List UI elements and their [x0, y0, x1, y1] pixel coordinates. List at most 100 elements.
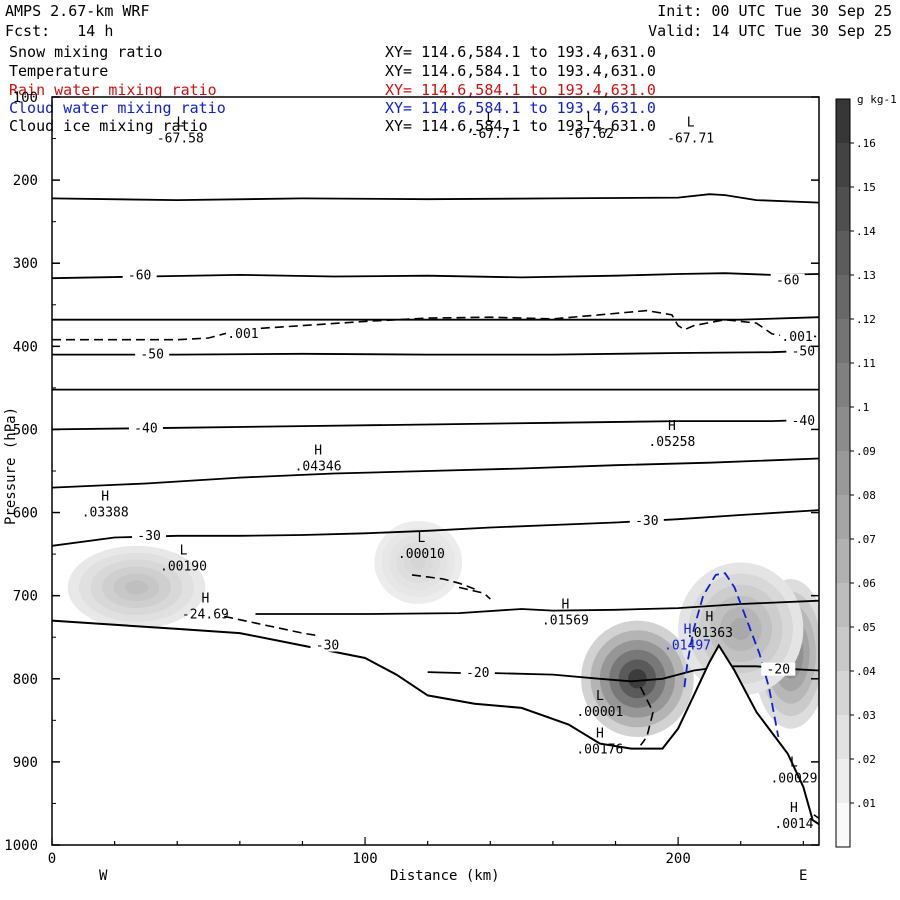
- colorbar-swatch: [836, 187, 850, 231]
- init-time: Init: 00 UTC Tue 30 Sep 25: [657, 2, 892, 20]
- temperature-contour: [52, 349, 819, 356]
- temperature-contour: [52, 457, 819, 489]
- colorbar-swatch: [836, 407, 850, 451]
- contour-label-bg: [786, 344, 821, 358]
- field-name-rain: Rain water mixing ratio: [9, 81, 217, 99]
- colorbar-swatch: [836, 627, 850, 671]
- cloud-ice-level: [628, 669, 647, 689]
- cloud-ice-shade: [67, 545, 206, 629]
- valid-time: Valid: 14 UTC Tue 30 Sep 25: [648, 22, 892, 40]
- contour-label-bg: [629, 513, 664, 527]
- colorbar-tick-label: .07: [856, 533, 876, 546]
- extremum-type: H: [684, 622, 692, 637]
- extremum-value: .01569: [542, 613, 589, 628]
- colorbar-tick-label: .15: [856, 181, 876, 194]
- x-tick-label: 200: [665, 851, 690, 867]
- snow-contour: [793, 778, 819, 820]
- colorbar-tick-label: .14: [856, 225, 876, 238]
- contour-label-bg: [128, 421, 163, 435]
- contour-label-bg: [780, 330, 815, 344]
- extremum-type: L: [596, 689, 604, 704]
- field-name-temperature: Temperature: [9, 62, 109, 80]
- colorbar-swatch: [836, 231, 850, 275]
- colorbar-swatch: [836, 451, 850, 495]
- extremum-value: .00001: [576, 705, 623, 720]
- west-label: W: [99, 868, 108, 884]
- y-tick-label: 900: [13, 755, 38, 771]
- cloud-ice-shade: [374, 520, 463, 604]
- contour-label-bg: [786, 414, 821, 428]
- y-axis-label: Pressure (hPa): [3, 406, 20, 526]
- contour-label: -40: [792, 414, 815, 429]
- temperature-contour: [52, 193, 819, 204]
- extremum-type: L: [180, 543, 188, 558]
- colorbar-swatch: [836, 803, 850, 847]
- temperature-contour: [52, 509, 819, 547]
- y-tick-label: 500: [13, 422, 38, 438]
- contour-label: -60: [128, 269, 151, 284]
- cloud-ice-level: [125, 580, 149, 595]
- contour-label-bg: [132, 528, 167, 542]
- contour-label-bg: [135, 347, 170, 361]
- contour-label-bg: [225, 326, 260, 340]
- colorbar-swatch: [836, 363, 850, 407]
- y-tick-label: 100: [13, 90, 38, 106]
- contour-label: -30: [137, 529, 160, 544]
- extremum-value: -67.71: [667, 131, 714, 146]
- field-name-cloud-ice: Cloud ice mixing ratio: [9, 117, 208, 135]
- colorbar-frame: [835, 98, 851, 848]
- extremum-value: .00190: [160, 559, 207, 574]
- extremum-type: H: [101, 489, 109, 504]
- extremum-value: -67.58: [157, 131, 204, 146]
- extremum-type: H: [790, 801, 798, 816]
- field-xy-rain: XY= 114.6,584.1 to 193.4,631.0: [385, 81, 656, 99]
- colorbar-swatch: [836, 759, 850, 803]
- colorbar-swatch: [836, 319, 850, 363]
- colorbar-tick-label: .02: [856, 753, 876, 766]
- contour-label-bg: [761, 662, 796, 676]
- colorbar-tick-label: .11: [856, 357, 876, 370]
- contour-label: -30: [316, 639, 339, 654]
- contour-label: -50: [792, 344, 815, 359]
- colorbar-tick-label: .04: [856, 665, 876, 678]
- contour-label: -20: [466, 666, 489, 681]
- contour-label: -50: [140, 348, 163, 363]
- model-title: AMPS 2.67-km WRF: [5, 2, 150, 20]
- field-name-snow: Snow mixing ratio: [9, 43, 163, 61]
- colorbar-tick-label: .06: [856, 577, 876, 590]
- cloud-ice-shade: [581, 620, 694, 737]
- temperature-contour: [52, 418, 819, 431]
- field-xy-temperature: XY= 114.6,584.1 to 193.4,631.0: [385, 62, 656, 80]
- extremum-type: L: [176, 115, 184, 130]
- colorbar-unit: g kg-1: [857, 93, 897, 106]
- extremum-value: .0014: [774, 817, 813, 832]
- east-label: E: [799, 868, 808, 884]
- extremum-type: L: [790, 755, 798, 770]
- extremum-type: H: [668, 419, 676, 434]
- contour-label-bg: [310, 638, 345, 652]
- colorbar-tick-label: .1: [856, 401, 869, 414]
- contour-label: .001: [781, 330, 812, 345]
- y-tick-label: 300: [13, 256, 38, 272]
- extremum-type: L: [486, 111, 494, 126]
- snow-contour: [411, 574, 475, 590]
- extremum-type: H: [706, 610, 714, 625]
- extremum-value: .01497: [664, 638, 711, 653]
- extremum-type: L: [417, 531, 425, 546]
- temperature-contour: [255, 599, 819, 615]
- colorbar-swatch: [836, 143, 850, 187]
- extremum-value: .05258: [648, 435, 695, 450]
- colorbar-tick-label: .08: [856, 489, 876, 502]
- colorbar-tick-label: .13: [856, 269, 876, 282]
- temperature-contour: [52, 272, 819, 280]
- y-tick-label: 800: [13, 672, 38, 688]
- snow-contour: [639, 686, 654, 746]
- y-tick-label: 200: [13, 173, 38, 189]
- extremum-type: H: [562, 597, 570, 612]
- extremum-value: -24.69: [182, 608, 229, 623]
- colorbar-swatch: [836, 671, 850, 715]
- extremum-type: H: [314, 444, 322, 459]
- extremum-type: L: [687, 115, 695, 130]
- cloud-water-contour: [683, 572, 780, 738]
